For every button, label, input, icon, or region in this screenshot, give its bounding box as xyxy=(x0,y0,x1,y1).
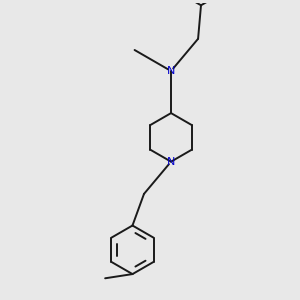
Text: N: N xyxy=(167,157,175,167)
Text: N: N xyxy=(167,66,175,76)
